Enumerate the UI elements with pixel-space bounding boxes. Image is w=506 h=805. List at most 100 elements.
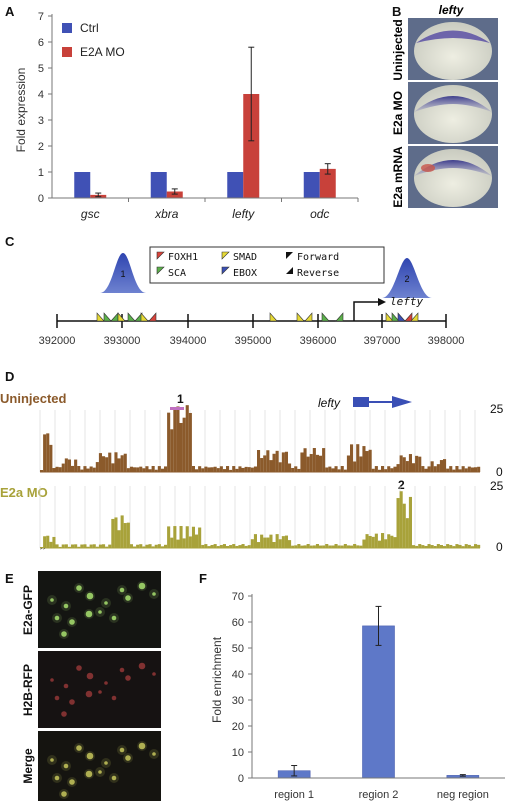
track-signal-bar — [455, 466, 459, 472]
track-signal-bar — [232, 466, 236, 472]
track-signal-bar — [331, 545, 335, 548]
cell-nucleus — [85, 690, 93, 698]
cell-nucleus — [104, 681, 108, 685]
cell-nucleus — [152, 672, 156, 676]
track-signal-bar — [396, 464, 400, 472]
cell-glow — [109, 613, 119, 623]
track-signal-bar — [247, 467, 251, 472]
track-signal-bar — [275, 450, 279, 472]
track-signal-bar — [114, 517, 118, 548]
track-signal-bar — [412, 463, 416, 472]
embryo-mo — [414, 85, 492, 143]
track-signal-bar — [86, 546, 90, 548]
track-signal-bar — [359, 456, 363, 472]
cell-nucleus — [61, 711, 67, 717]
track-signal-bar — [95, 462, 99, 472]
panel-e-row-merge: Merge — [21, 748, 35, 784]
panel-e-row-rfp: H2B-RFP — [21, 664, 35, 716]
track-signal-bar — [353, 544, 357, 548]
panel-f-bar — [362, 625, 395, 779]
track-signal-bar — [77, 546, 81, 548]
panel-f-ylabel: Fold enrichment — [210, 636, 224, 723]
panel-f-bars — [277, 605, 480, 779]
cell-glow — [84, 769, 94, 779]
track-signal-bar — [424, 468, 428, 472]
track-signal-bar — [46, 433, 50, 472]
sca-motif-icon — [335, 312, 344, 322]
track-signal-bar — [142, 546, 146, 548]
track-signal-bar — [421, 545, 425, 548]
cell-glow — [59, 629, 69, 639]
forward-icon — [286, 252, 293, 259]
cell-nucleus — [125, 595, 131, 601]
panel-c-legend: FOXH1 SMAD Forward SCA EBOX Reverse — [149, 246, 385, 284]
track-signal-bar — [210, 467, 214, 472]
track1-label: Uninjected — [0, 391, 67, 406]
panel-a-category-label: gsc — [81, 207, 100, 221]
track-signal-bar — [288, 540, 292, 548]
track-signal-bar — [464, 468, 468, 472]
track-signal-bar — [464, 544, 468, 548]
cell-glow — [85, 751, 95, 761]
track-signal-bar — [269, 534, 273, 548]
peak-2-shape — [382, 258, 432, 298]
track-signal-bar — [439, 460, 443, 472]
track-signal-bar — [477, 466, 481, 472]
foxh1-icon — [156, 251, 165, 260]
track-signal-bar — [201, 468, 205, 472]
track-signal-bar — [235, 468, 239, 472]
track-signal-bar — [281, 452, 285, 472]
track-signal-bar — [185, 405, 189, 472]
track-signal-bar — [195, 534, 199, 548]
embryo-uninjected-stain — [416, 30, 490, 43]
track-signal-bar — [157, 466, 161, 472]
cell-glow — [85, 591, 95, 601]
panel-a-bar — [166, 191, 183, 198]
track-signal-bar — [458, 544, 462, 548]
track-signal-bar — [49, 444, 53, 472]
legend-e2a-swatch — [62, 47, 72, 57]
track-signal-bar — [309, 545, 313, 548]
track-signal-bar — [315, 544, 319, 548]
track-signal-bar — [402, 503, 406, 548]
foxh1-motif-icon — [404, 312, 413, 322]
cell-nucleus — [50, 678, 54, 682]
track-signal-bar — [52, 468, 56, 472]
cell-nucleus — [104, 761, 108, 765]
genomic-axis-tick-label: 395000 — [235, 335, 272, 347]
genomic-axis-tick-label: 393000 — [104, 335, 141, 347]
track-signal-bar — [291, 545, 295, 548]
genomic-axis-tick-label: 394000 — [170, 335, 207, 347]
track-signal-bar — [176, 539, 180, 548]
track-signal-bar — [322, 545, 326, 548]
track-signal-bar — [387, 466, 391, 472]
track-signal-bar — [61, 463, 65, 472]
track-signal-bar — [160, 546, 164, 548]
ebox-icon — [221, 266, 230, 275]
track-signal-bar — [173, 409, 177, 472]
track-signal-bar — [303, 448, 307, 472]
track-signal-bar — [458, 469, 462, 472]
legend-ebox: EBOX — [233, 268, 257, 279]
track-signal-bar — [281, 536, 285, 548]
track-signal-bar — [312, 545, 316, 548]
panel-a-bar — [319, 168, 336, 198]
track-signal-bar — [424, 545, 428, 548]
track-signal-bar — [343, 469, 347, 472]
track-signal-bar — [170, 429, 174, 472]
track-signal-bar — [412, 545, 416, 548]
track-signal-bar — [151, 546, 155, 548]
image-h2b-rfp — [38, 651, 161, 728]
embryo-mo-stain — [414, 96, 492, 112]
cell-nucleus — [50, 758, 54, 762]
track-signal-bar — [415, 545, 419, 548]
track-signal-bar — [71, 544, 75, 548]
track-signal-bar — [136, 544, 140, 548]
track-signal-bar — [46, 535, 50, 548]
embryo-mrna — [414, 149, 492, 207]
track-signal-bar — [365, 534, 369, 548]
cell-nucleus — [152, 592, 156, 596]
track-signal-bar — [43, 434, 47, 472]
track-signal-bar — [418, 544, 422, 548]
